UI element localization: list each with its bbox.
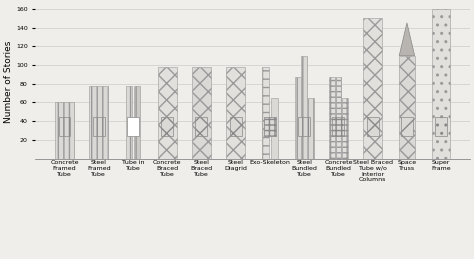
Bar [399,56,415,159]
Bar [262,67,269,159]
FancyBboxPatch shape [127,117,139,136]
FancyBboxPatch shape [401,117,413,136]
Bar [271,98,278,159]
FancyBboxPatch shape [367,117,379,136]
Bar [329,77,335,159]
FancyBboxPatch shape [230,117,242,136]
FancyBboxPatch shape [195,117,208,136]
Bar [336,77,341,159]
Bar [295,77,301,159]
Bar [192,67,211,159]
FancyBboxPatch shape [298,117,310,136]
FancyBboxPatch shape [58,117,71,136]
Bar [89,85,108,159]
FancyBboxPatch shape [161,117,173,136]
Bar [342,98,348,159]
Polygon shape [399,23,415,56]
Bar [226,67,245,159]
Bar [158,67,177,159]
Bar [363,18,382,159]
Bar [301,56,307,159]
Bar [55,102,74,159]
Bar [134,85,140,159]
FancyBboxPatch shape [435,117,447,136]
Bar [126,85,132,159]
Y-axis label: Number of Stories: Number of Stories [4,40,13,123]
FancyBboxPatch shape [332,117,345,136]
FancyBboxPatch shape [264,117,276,136]
Bar [432,9,450,159]
Bar [308,98,314,159]
FancyBboxPatch shape [93,117,105,136]
